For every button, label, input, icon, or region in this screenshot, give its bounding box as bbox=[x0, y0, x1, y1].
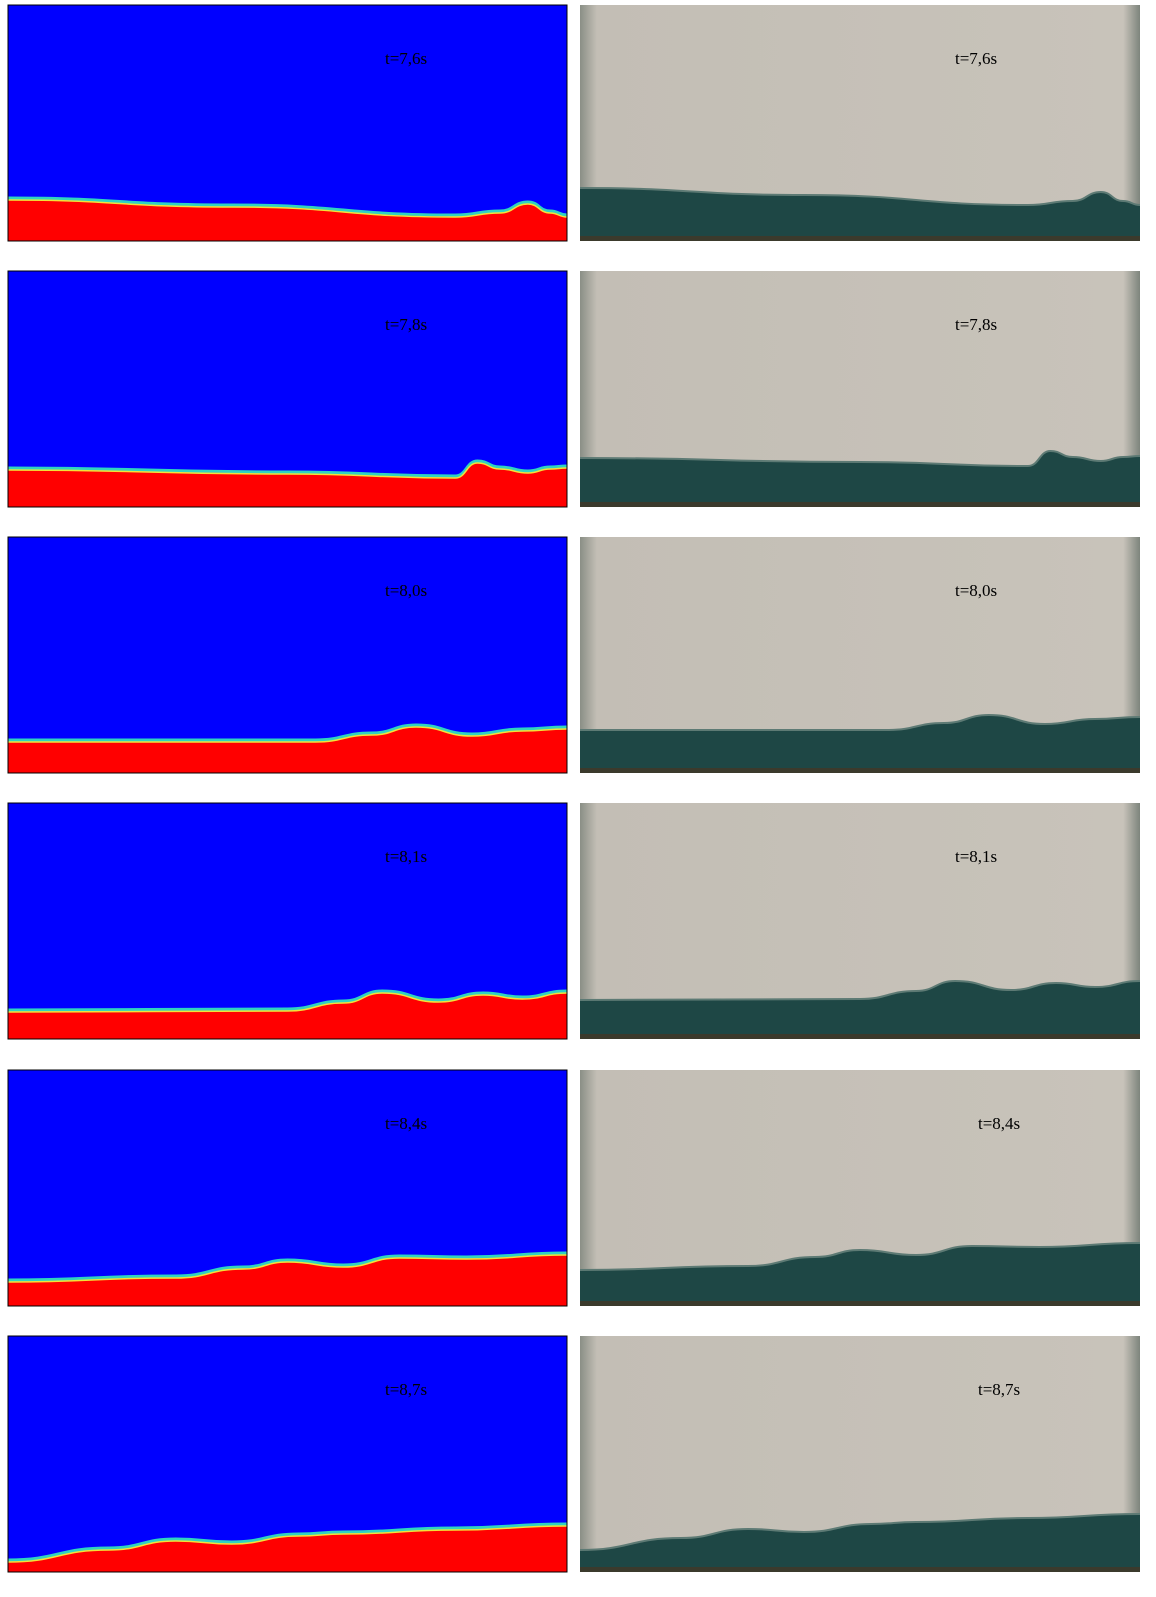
tank-floor bbox=[580, 768, 1140, 773]
experiment-panel: t=8,1s bbox=[580, 803, 1140, 1039]
simulation-panel: t=8,1s bbox=[8, 803, 567, 1039]
time-label: t=8,0s bbox=[955, 581, 997, 600]
time-label: t=8,1s bbox=[955, 847, 997, 866]
time-label: t=7,8s bbox=[955, 315, 997, 334]
time-label: t=8,7s bbox=[385, 1380, 427, 1399]
simulation-panel: t=7,6s bbox=[8, 5, 567, 241]
simulation-panel: t=8,0s bbox=[8, 537, 567, 773]
tank-floor bbox=[580, 236, 1140, 241]
tank-floor bbox=[580, 1567, 1140, 1572]
tank-floor bbox=[580, 1301, 1140, 1306]
experiment-panel: t=8,4s bbox=[580, 1070, 1140, 1306]
experiment-panel: t=7,6s bbox=[580, 5, 1140, 241]
page: t=7,6s t=7,6s t=7,8s t=7,8s t=8,0s t=8,0s t=8,… bbox=[0, 0, 1156, 1592]
time-label: t=8,1s bbox=[385, 847, 427, 866]
time-label: t=8,4s bbox=[978, 1114, 1020, 1133]
time-label: t=7,6s bbox=[385, 49, 427, 68]
experiment-panel: t=8,0s bbox=[580, 537, 1140, 773]
time-label: t=8,0s bbox=[385, 581, 427, 600]
experiment-panel: t=7,8s bbox=[580, 271, 1140, 507]
simulation-panel: t=7,8s bbox=[8, 271, 567, 507]
time-label: t=7,8s bbox=[385, 315, 427, 334]
simulation-panel: t=8,7s bbox=[8, 1336, 567, 1572]
experiment-panel: t=8,7s bbox=[580, 1336, 1140, 1572]
time-label: t=7,6s bbox=[955, 49, 997, 68]
tank-floor bbox=[580, 1034, 1140, 1039]
time-label: t=8,7s bbox=[978, 1380, 1020, 1399]
simulation-panel: t=8,4s bbox=[8, 1070, 567, 1306]
figure: t=7,6s t=7,6s t=7,8s t=7,8s t=8,0s t=8,0s t=8,… bbox=[0, 0, 1156, 1592]
time-label: t=8,4s bbox=[385, 1114, 427, 1133]
tank-floor bbox=[580, 502, 1140, 507]
